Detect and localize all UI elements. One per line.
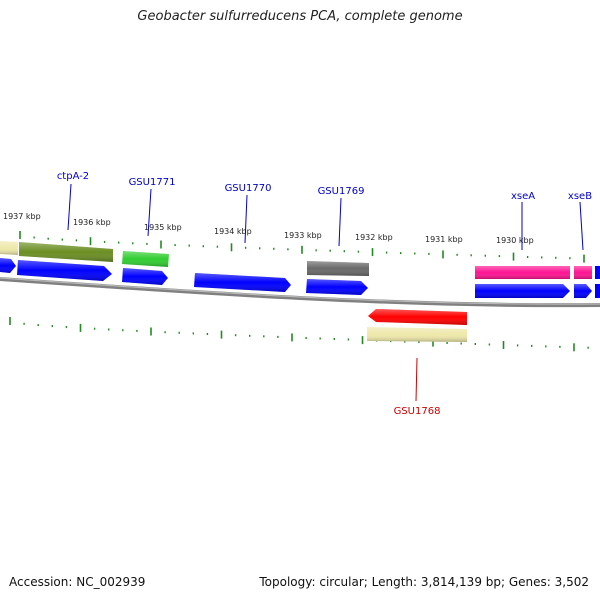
cds-arrow[interactable] — [574, 284, 592, 298]
gene-label-GSU1771[interactable]: GSU1771 — [129, 177, 176, 188]
gene-block-GSU1771[interactable] — [122, 251, 169, 267]
tick-row-bottom — [9, 317, 589, 352]
kbp-label: 1935 kbp — [144, 223, 182, 232]
gene-label-GSU1770[interactable]: GSU1770 — [225, 183, 272, 194]
cds-arrow[interactable] — [194, 273, 291, 292]
cds-arrow[interactable] — [475, 284, 570, 298]
accession-text: Accession: NC_002939 — [9, 575, 146, 589]
tick-row-top — [19, 231, 585, 263]
gene-block-partial-left-yellow[interactable] — [0, 241, 18, 255]
gene-label-GSU1768[interactable]: GSU1768 — [394, 406, 441, 417]
kbp-label: 1936 kbp — [73, 218, 111, 227]
cds-arrow[interactable] — [0, 258, 16, 273]
kbp-label: 1932 kbp — [355, 233, 393, 242]
kbp-label: 1930 kbp — [496, 236, 534, 245]
cds-arrow[interactable] — [306, 279, 368, 295]
kbp-labels: 1937 kbp 1936 kbp 1935 kbp 1934 kbp 1933… — [3, 212, 534, 245]
gene-block-xseA[interactable] — [475, 266, 570, 279]
gene-block-ctpA-2[interactable] — [19, 242, 113, 262]
kbp-label: 1937 kbp — [3, 212, 41, 221]
gene-labels: ctpA-2 GSU1771 GSU1770 GSU1769 xseA xseB… — [57, 171, 592, 417]
page-title: Geobacter sulfurreducens PCA, complete g… — [137, 9, 463, 24]
cds-track-reverse — [367, 309, 467, 342]
cds-arrow[interactable] — [595, 284, 600, 298]
kbp-label: 1933 kbp — [284, 231, 322, 240]
label-leaders — [67, 183, 584, 402]
kbp-label: 1931 kbp — [425, 235, 463, 244]
backbone-group — [0, 277, 600, 308]
cog-track-top — [0, 241, 600, 279]
genome-backbone — [0, 277, 600, 308]
genome-backbone-highlight — [0, 277, 600, 305]
cds-arrow[interactable] — [122, 268, 168, 285]
gene-label-ctpA-2[interactable]: ctpA-2 — [57, 171, 89, 182]
gene-block-xseB[interactable] — [574, 266, 592, 279]
kbp-label: 1934 kbp — [214, 227, 252, 236]
gene-block-GSU1769[interactable] — [307, 261, 369, 276]
gene-block-GSU1768-cog[interactable] — [367, 327, 467, 342]
gene-block-partial-right-blue[interactable] — [595, 266, 600, 279]
gene-label-xseA[interactable]: xseA — [511, 191, 535, 202]
genome-summary-text: Topology: circular; Length: 3,814,139 bp… — [259, 575, 589, 589]
cds-arrow[interactable] — [17, 260, 112, 281]
gene-label-GSU1769[interactable]: GSU1769 — [318, 186, 365, 197]
gene-arrow-GSU1768[interactable] — [368, 309, 467, 325]
cds-track-forward — [0, 258, 600, 298]
gene-label-xseB[interactable]: xseB — [568, 191, 592, 202]
